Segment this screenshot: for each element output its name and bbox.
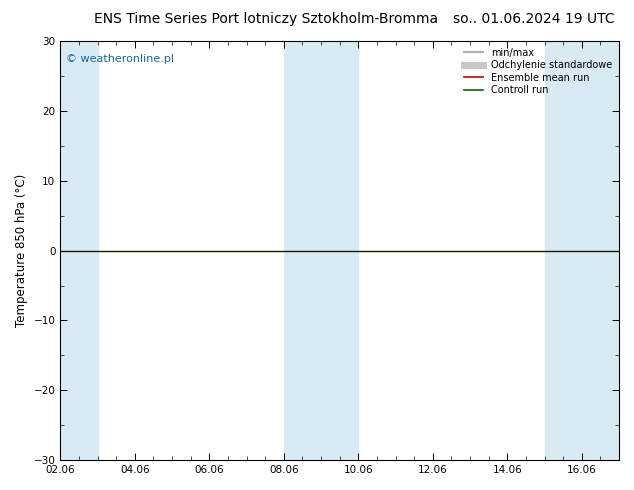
Bar	[545, 41, 619, 460]
Bar	[60, 41, 98, 460]
Text: © weatheronline.pl: © weatheronline.pl	[66, 53, 174, 64]
Bar	[284, 41, 321, 460]
Text: ENS Time Series Port lotniczy Sztokholm-Bromma: ENS Time Series Port lotniczy Sztokholm-…	[94, 12, 438, 26]
Y-axis label: Temperature 850 hPa (°C): Temperature 850 hPa (°C)	[15, 174, 28, 327]
Legend: min/max, Odchylenie standardowe, Ensemble mean run, Controll run: min/max, Odchylenie standardowe, Ensembl…	[460, 44, 616, 99]
Text: so.. 01.06.2024 19 UTC: so.. 01.06.2024 19 UTC	[453, 12, 615, 26]
Bar	[321, 41, 358, 460]
